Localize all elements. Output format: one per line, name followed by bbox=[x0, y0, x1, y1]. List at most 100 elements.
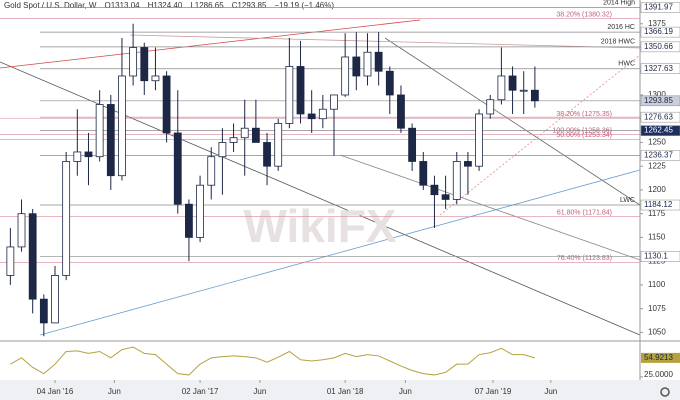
candle-body bbox=[285, 66, 294, 124]
level-box bbox=[640, 251, 680, 262]
candle-body bbox=[118, 75, 126, 177]
trend-line bbox=[439, 54, 641, 216]
candle-body bbox=[519, 89, 528, 92]
level-box bbox=[640, 95, 680, 107]
candle-body bbox=[508, 75, 517, 91]
y-tick-label: 1100 bbox=[648, 280, 666, 289]
level-value: 1130.1 bbox=[644, 251, 668, 260]
candle-body bbox=[229, 137, 238, 143]
settings-icon[interactable] bbox=[660, 387, 670, 397]
y-tick-label: 1175 bbox=[648, 209, 666, 218]
level-value: 1276.63 bbox=[644, 112, 673, 121]
candle-body bbox=[475, 113, 483, 167]
x-tick-label: 04 Jan '16 bbox=[37, 387, 74, 396]
ohlc-text: H1324.40 bbox=[148, 1, 183, 10]
candle-body bbox=[73, 151, 82, 162]
candle-body bbox=[162, 75, 171, 134]
level-value: 1236.37 bbox=[644, 151, 673, 160]
level-name: LWC bbox=[620, 197, 635, 204]
y-tick-label: 1050 bbox=[648, 328, 666, 337]
level-box bbox=[640, 125, 680, 136]
fib-label: 76.40% (1123.83) bbox=[557, 255, 612, 262]
level-value: 1391.97 bbox=[644, 3, 673, 12]
candle-body bbox=[486, 99, 495, 115]
trend-line bbox=[129, 34, 641, 49]
candle-body bbox=[185, 203, 193, 238]
candle-body bbox=[464, 161, 472, 167]
candle-body bbox=[530, 89, 539, 102]
y-tick-label: 1225 bbox=[648, 161, 666, 170]
level-box bbox=[640, 26, 680, 38]
candle-body bbox=[251, 127, 260, 143]
candle-body bbox=[140, 47, 149, 82]
x-tick-label: Jun bbox=[108, 387, 121, 396]
trendlines bbox=[0, 19, 641, 336]
candle-body bbox=[17, 213, 26, 248]
ohlc-text: −19.19 (−1.46%) bbox=[274, 1, 334, 10]
ohlc-text: O1313.04 bbox=[104, 1, 140, 10]
candle-body bbox=[129, 47, 138, 77]
x-tick-label: 07 Jan '19 bbox=[475, 387, 512, 396]
candle-body bbox=[441, 194, 450, 200]
level-box bbox=[640, 63, 680, 74]
level-value: 1366.19 bbox=[644, 27, 673, 36]
rsi-value-box bbox=[641, 352, 680, 363]
candle-body bbox=[374, 51, 383, 72]
candle-body bbox=[352, 56, 361, 77]
x-tick-label: 02 Jan '17 bbox=[182, 387, 219, 396]
candle-body bbox=[6, 246, 15, 276]
candle-body bbox=[39, 298, 48, 324]
level-box bbox=[640, 41, 680, 53]
level-name: 2014 High bbox=[603, 0, 635, 6]
y-tick-label: 1375 bbox=[648, 19, 666, 28]
ohlc-text: L1286.65 bbox=[190, 1, 224, 10]
y-tick-label: 1300 bbox=[648, 90, 666, 99]
candle-body bbox=[218, 142, 227, 158]
level-value: 1262.45 bbox=[644, 126, 673, 135]
candle-body bbox=[307, 113, 316, 120]
level-value: 1293.85 bbox=[644, 96, 673, 105]
fib-label: 38.20% (1275.35) bbox=[556, 111, 612, 118]
channel-line bbox=[384, 37, 641, 206]
x-tick-label: Jun bbox=[544, 387, 557, 396]
y-tick-label: 1200 bbox=[648, 185, 666, 194]
candle-body bbox=[240, 127, 249, 139]
watermark: WikiFX bbox=[244, 200, 397, 252]
candle-body bbox=[419, 161, 428, 186]
level-name: HWC bbox=[618, 61, 635, 68]
trend-line bbox=[39, 169, 641, 336]
candle-body bbox=[263, 142, 271, 167]
channel-line bbox=[0, 61, 641, 336]
candle-body bbox=[452, 161, 461, 200]
candle-body bbox=[274, 123, 283, 167]
ohlc-text: C1293.85 bbox=[232, 1, 267, 10]
candle-body bbox=[341, 56, 350, 96]
level-name: 2018 HWC bbox=[601, 39, 635, 46]
rsi-value-label: 54.9213 bbox=[644, 353, 673, 362]
level-box bbox=[640, 199, 680, 211]
level-box bbox=[640, 2, 680, 13]
candle-body bbox=[296, 66, 305, 115]
candle-body bbox=[173, 132, 182, 205]
candle-body bbox=[363, 51, 372, 77]
candle-body bbox=[330, 94, 338, 110]
y-tick-label: 1150 bbox=[648, 233, 666, 242]
trend-line bbox=[0, 19, 421, 69]
y-tick-label: 25.0000 bbox=[644, 370, 673, 379]
y-tick-label: 1250 bbox=[648, 138, 666, 147]
candle-body bbox=[497, 75, 506, 101]
channel-line bbox=[339, 154, 641, 261]
candle-body bbox=[62, 161, 71, 276]
level-box bbox=[640, 111, 680, 123]
candle-body bbox=[151, 75, 160, 82]
x-tick-label: Jun bbox=[253, 387, 266, 396]
x-axis-strip bbox=[0, 380, 680, 400]
candle-body bbox=[95, 104, 104, 158]
candle-body bbox=[84, 151, 93, 158]
level-value: 1184.12 bbox=[644, 200, 673, 209]
candle-body bbox=[106, 104, 115, 177]
level-name: 2016 HC bbox=[607, 24, 635, 31]
candle-body bbox=[430, 184, 439, 196]
